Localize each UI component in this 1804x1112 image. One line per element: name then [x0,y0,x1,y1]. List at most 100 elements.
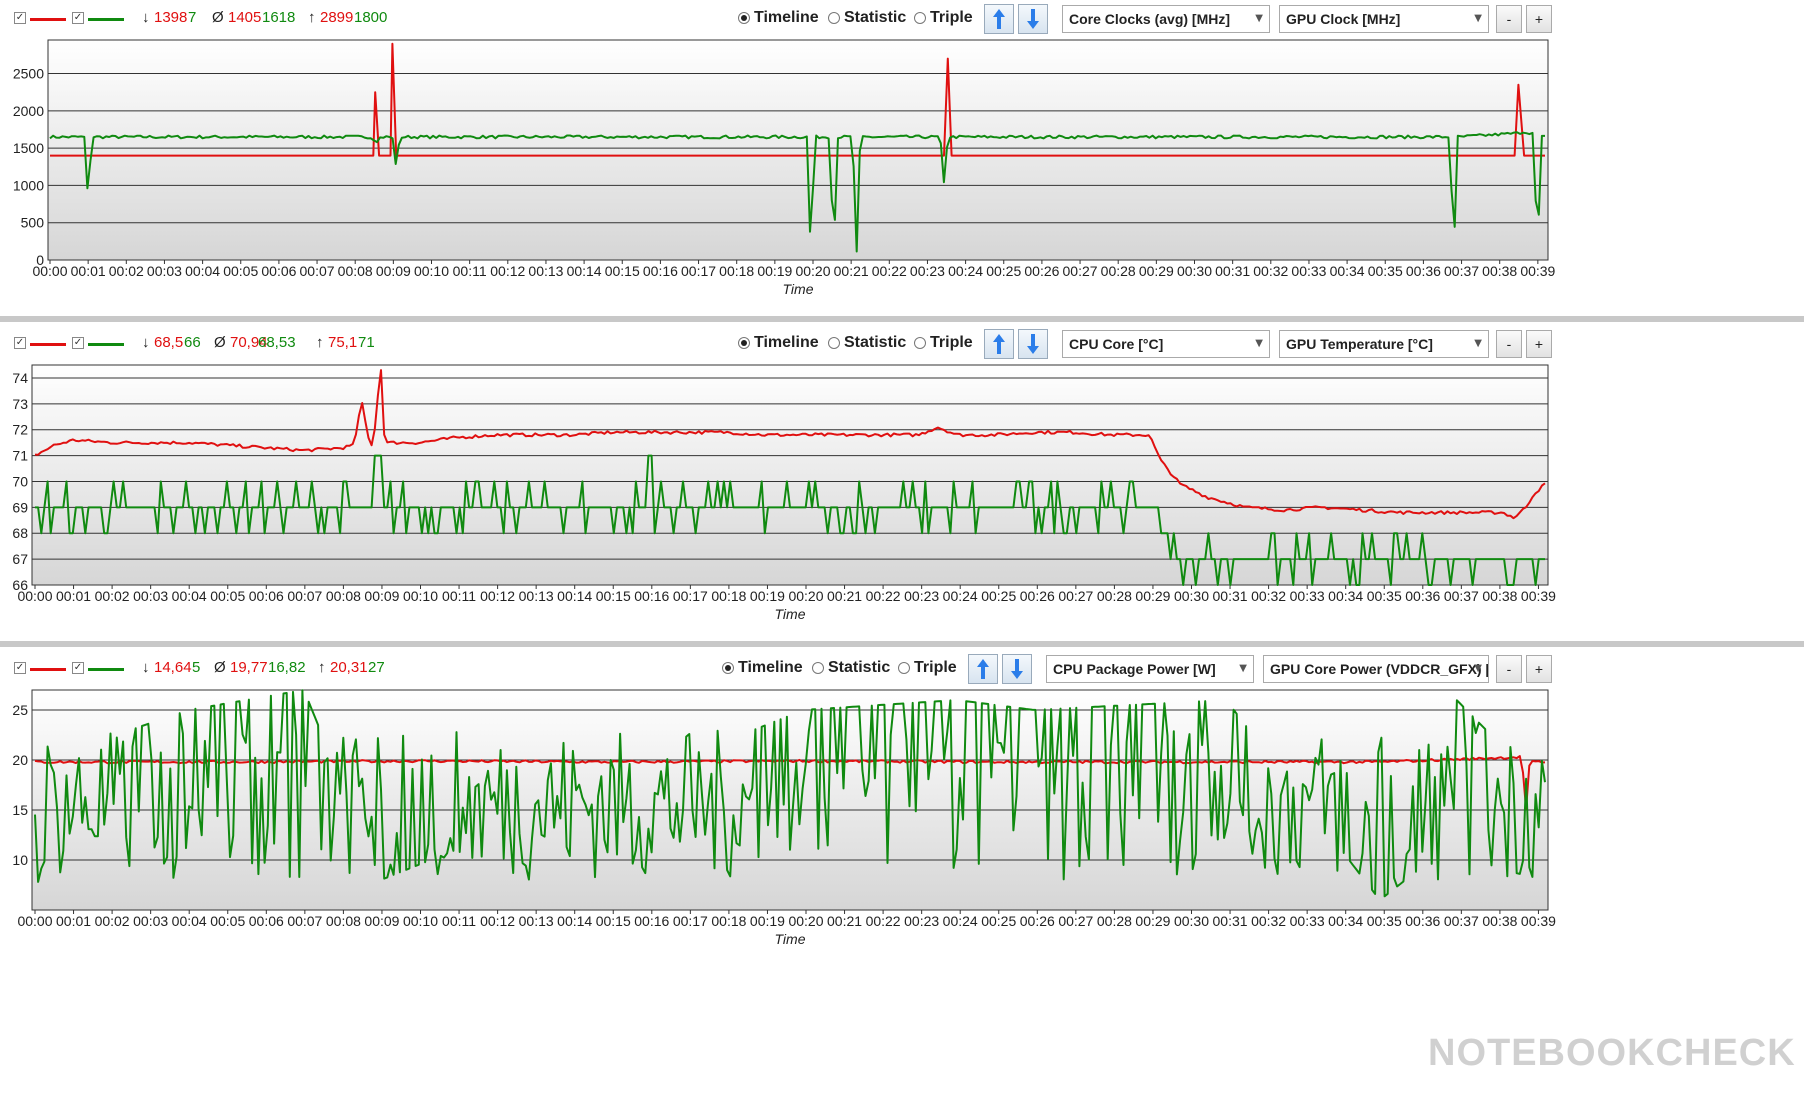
x-tick-label: 00:36 [1406,263,1441,279]
radio-timeline[interactable] [738,337,750,349]
series-red-checkbox[interactable]: ✓ [14,662,26,674]
move-down-button[interactable] [1002,654,1032,684]
panel-toolbar: ✓ ✓ ↓ 14,64 5 Ø 19,77 16,82 ↑ 20,31 27 T… [0,650,1804,688]
x-tick-label: 00:11 [453,263,487,279]
panel-clocks: ✓ ✓ ↓ 1398 7 Ø 1405 1618 ↑ 2899 1800 Tim… [0,0,1804,374]
x-tick-label: 00:00 [17,588,52,604]
x-tick-label: 00:07 [287,913,322,929]
series-red-checkbox[interactable]: ✓ [14,12,26,24]
max-green: 27 [368,659,385,676]
series-red-select[interactable]: CPU Package Power [W] ▼ [1046,655,1254,683]
y-tick-label: 66 [12,577,28,593]
radio-triple[interactable] [914,337,926,349]
y-tick-label: 10 [12,852,28,868]
x-tick-label: 00:26 [1020,588,1055,604]
chevron-down-icon: ▼ [1255,338,1263,349]
radio-triple[interactable] [898,662,910,674]
x-tick-label: 00:37 [1444,263,1479,279]
radio-timeline[interactable] [738,12,750,24]
x-tick-label: 00:23 [904,588,939,604]
x-tick-label: 00:19 [750,913,785,929]
arrow-down-icon [1027,9,1039,29]
radio-triple[interactable] [914,12,926,24]
series-green-select[interactable]: GPU Temperature [°C] ▼ [1279,330,1489,358]
chevron-down-icon: ▼ [1474,663,1482,674]
series-green-checkbox[interactable]: ✓ [72,662,84,674]
x-tick-label: 00:17 [673,913,708,929]
x-tick-label: 00:33 [1291,263,1326,279]
x-tick-label: 00:12 [490,263,525,279]
x-tick-label: 00:25 [981,913,1016,929]
y-tick-label: 1000 [13,177,44,193]
max-arrow-icon: ↑ [316,334,324,351]
x-tick-label: 00:28 [1097,913,1132,929]
move-up-button[interactable] [968,654,998,684]
x-tick-label: 00:21 [827,913,862,929]
zoom-in-button[interactable]: + [1526,330,1552,358]
zoom-in-button[interactable]: + [1526,5,1552,33]
x-axis-label: Time [775,606,806,622]
move-down-button[interactable] [1018,4,1048,34]
radio-statistic[interactable] [828,12,840,24]
x-tick-label: 00:22 [872,263,907,279]
arrow-up-icon [993,334,1005,354]
arrow-up-icon [977,659,989,679]
move-up-button[interactable] [984,4,1014,34]
series-green-select-value: GPU Clock [MHz] [1286,11,1401,27]
series-green-checkbox[interactable]: ✓ [72,337,84,349]
series-green-select[interactable]: GPU Clock [MHz] ▼ [1279,5,1489,33]
radio-timeline-label: Timeline [754,334,819,351]
move-up-button[interactable] [984,329,1014,359]
series-green-checkbox[interactable]: ✓ [72,12,84,24]
zoom-out-button[interactable]: - [1496,655,1522,683]
x-tick-label: 00:23 [910,263,945,279]
x-tick-label: 00:02 [95,588,130,604]
plot-area [31,689,1549,911]
zoom-out-button[interactable]: - [1496,5,1522,33]
min-green: 7 [188,9,197,26]
x-tick-label: 00:34 [1328,588,1363,604]
series-red-select[interactable]: CPU Core [°C] ▼ [1062,330,1270,358]
series-red-select-value: Core Clocks (avg) [MHz] [1069,11,1231,27]
chevron-down-icon: ▼ [1239,663,1247,674]
x-tick-label: 00:38 [1482,588,1517,604]
y-tick-label: 68 [12,525,28,541]
series-red-checkbox[interactable]: ✓ [14,337,26,349]
x-tick-label: 00:16 [634,588,669,604]
zoom-in-button[interactable]: + [1526,655,1552,683]
panel-power: ✓ ✓ ↓ 14,64 5 Ø 19,77 16,82 ↑ 20,31 27 T… [0,650,1804,1024]
x-tick-label: 00:27 [1063,263,1098,279]
x-tick-label: 00:37 [1444,913,1479,929]
series-line-red [34,369,1546,520]
x-tick-label: 00:18 [711,588,746,604]
avg-symbol-icon: Ø [212,9,224,26]
avg-symbol-icon: Ø [214,334,226,351]
x-tick-label: 00:28 [1101,263,1136,279]
x-tick-label: 00:01 [71,263,106,279]
x-tick-label: 00:02 [109,263,144,279]
radio-triple-label: Triple [930,9,973,26]
arrow-up-icon [993,9,1005,29]
x-tick-label: 00:09 [364,913,399,929]
avg-green: 16,82 [268,659,306,676]
move-down-button[interactable] [1018,329,1048,359]
chevron-down-icon: ▼ [1255,13,1263,24]
series-green-select[interactable]: GPU Core Power (VDDCR_GFX) [W] ▼ [1263,655,1489,683]
x-tick-label: 00:30 [1174,913,1209,929]
x-tick-label: 00:20 [795,263,830,279]
x-tick-label: 00:27 [1058,913,1093,929]
radio-timeline[interactable] [722,662,734,674]
min-green: 5 [192,659,201,676]
radio-statistic-label: Statistic [844,334,907,351]
avg-symbol-icon: Ø [214,659,226,676]
x-tick-label: 00:22 [866,588,901,604]
x-tick-label: 00:01 [56,913,91,929]
series-green-swatch [88,343,124,346]
radio-statistic[interactable] [812,662,824,674]
zoom-out-button[interactable]: - [1496,330,1522,358]
y-tick-label: 67 [12,551,28,567]
series-red-select[interactable]: Core Clocks (avg) [MHz] ▼ [1062,5,1270,33]
radio-statistic[interactable] [828,337,840,349]
panel-separator [0,316,1804,322]
